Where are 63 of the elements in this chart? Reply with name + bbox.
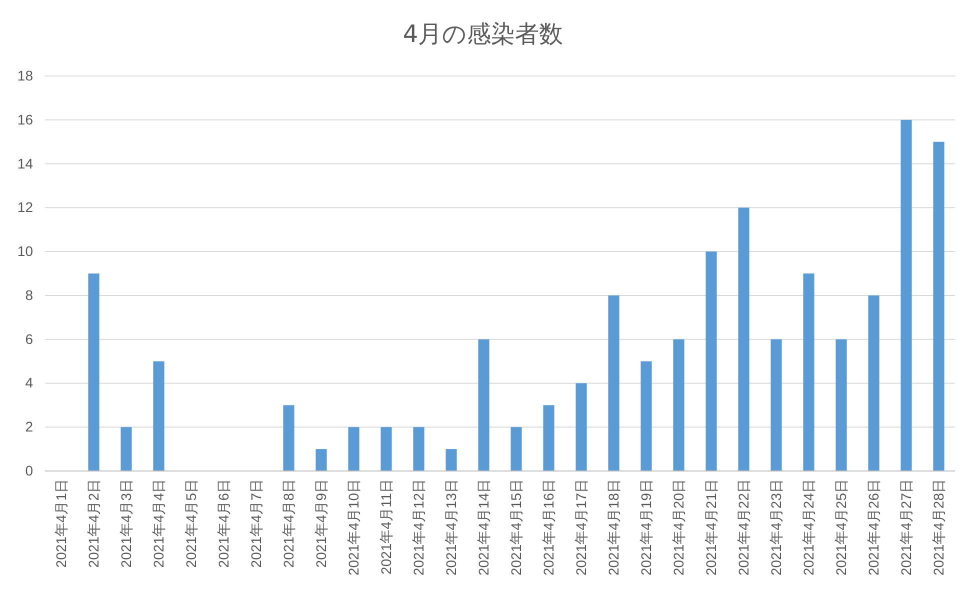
y-tick-label: 16 [17,111,34,128]
bar [933,142,944,471]
x-tick-label: 2021年4月21日 [703,479,720,576]
bar [738,208,750,471]
bar [868,295,880,471]
chart-title: 4月の感染者数 [402,20,564,48]
bar [543,405,554,471]
bar [153,361,164,471]
x-tick-label: 2021年4月2日 [86,479,102,568]
x-tick-label: 2021年4月18日 [606,479,622,576]
x-tick-label: 2021年4月16日 [540,479,557,576]
bar [608,295,620,471]
y-tick-label: 18 [17,67,34,84]
bar [576,383,587,471]
x-tick-label: 2021年4月17日 [573,479,590,576]
bar [413,427,424,471]
bar [510,427,522,471]
bar [673,339,684,471]
bar [836,339,847,471]
y-tick-label: 6 [25,330,34,347]
x-tick-label: 2021年4月26日 [866,479,882,576]
x-tick-label: 2021年4月25日 [833,479,850,576]
y-tick-label: 10 [17,243,34,260]
y-tick-label: 2 [25,418,34,435]
bar [706,252,717,471]
x-tick-label: 2021年4月14日 [476,479,492,576]
x-tick-label: 2021年4月15日 [508,479,524,576]
x-tick-label: 2021年4月5日 [183,479,200,568]
x-tick-label: 2021年4月24日 [800,479,817,576]
x-tick-label: 2021年4月12日 [410,479,427,576]
bar [803,274,814,471]
x-tick-label: 2021年4月11日 [378,479,394,574]
bar [88,274,100,471]
y-tick-label: 12 [17,199,34,216]
bar [348,427,360,471]
x-tick-label: 2021年4月23日 [768,479,784,576]
x-tick-label: 2021年4月6日 [216,479,232,568]
x-tick-label: 2021年4月22日 [736,479,752,576]
x-tick-label: 2021年4月9日 [313,479,330,568]
x-tick-label: 2021年4月8日 [280,479,297,568]
y-tick-label: 0 [25,462,34,478]
bar [316,449,327,471]
x-tick-label: 2021年4月7日 [248,479,264,568]
bar [770,339,782,471]
bar [640,361,652,471]
x-tick-label: 2021年4月19日 [638,479,654,576]
x-tick-label: 2021年4月1日 [53,479,70,568]
x-tick-label: 2021年4月10日 [346,479,362,576]
bar [446,449,457,471]
bar [120,427,132,471]
x-tick-label: 2021年4月28日 [930,479,947,576]
bar [900,120,912,471]
x-tick-label: 2021年4月27日 [898,479,914,576]
x-tick-label: 2021年4月4日 [150,479,167,568]
x-tick-label: 2021年4月20日 [670,479,687,576]
y-tick-label: 4 [25,374,34,391]
y-tick-label: 8 [25,286,34,303]
y-tick-label: 14 [17,155,34,172]
bar [283,405,294,471]
x-tick-label: 2021年4月13日 [443,479,460,576]
x-tick-label: 2021年4月3日 [118,479,134,568]
bar [478,339,490,471]
bar [380,427,392,471]
